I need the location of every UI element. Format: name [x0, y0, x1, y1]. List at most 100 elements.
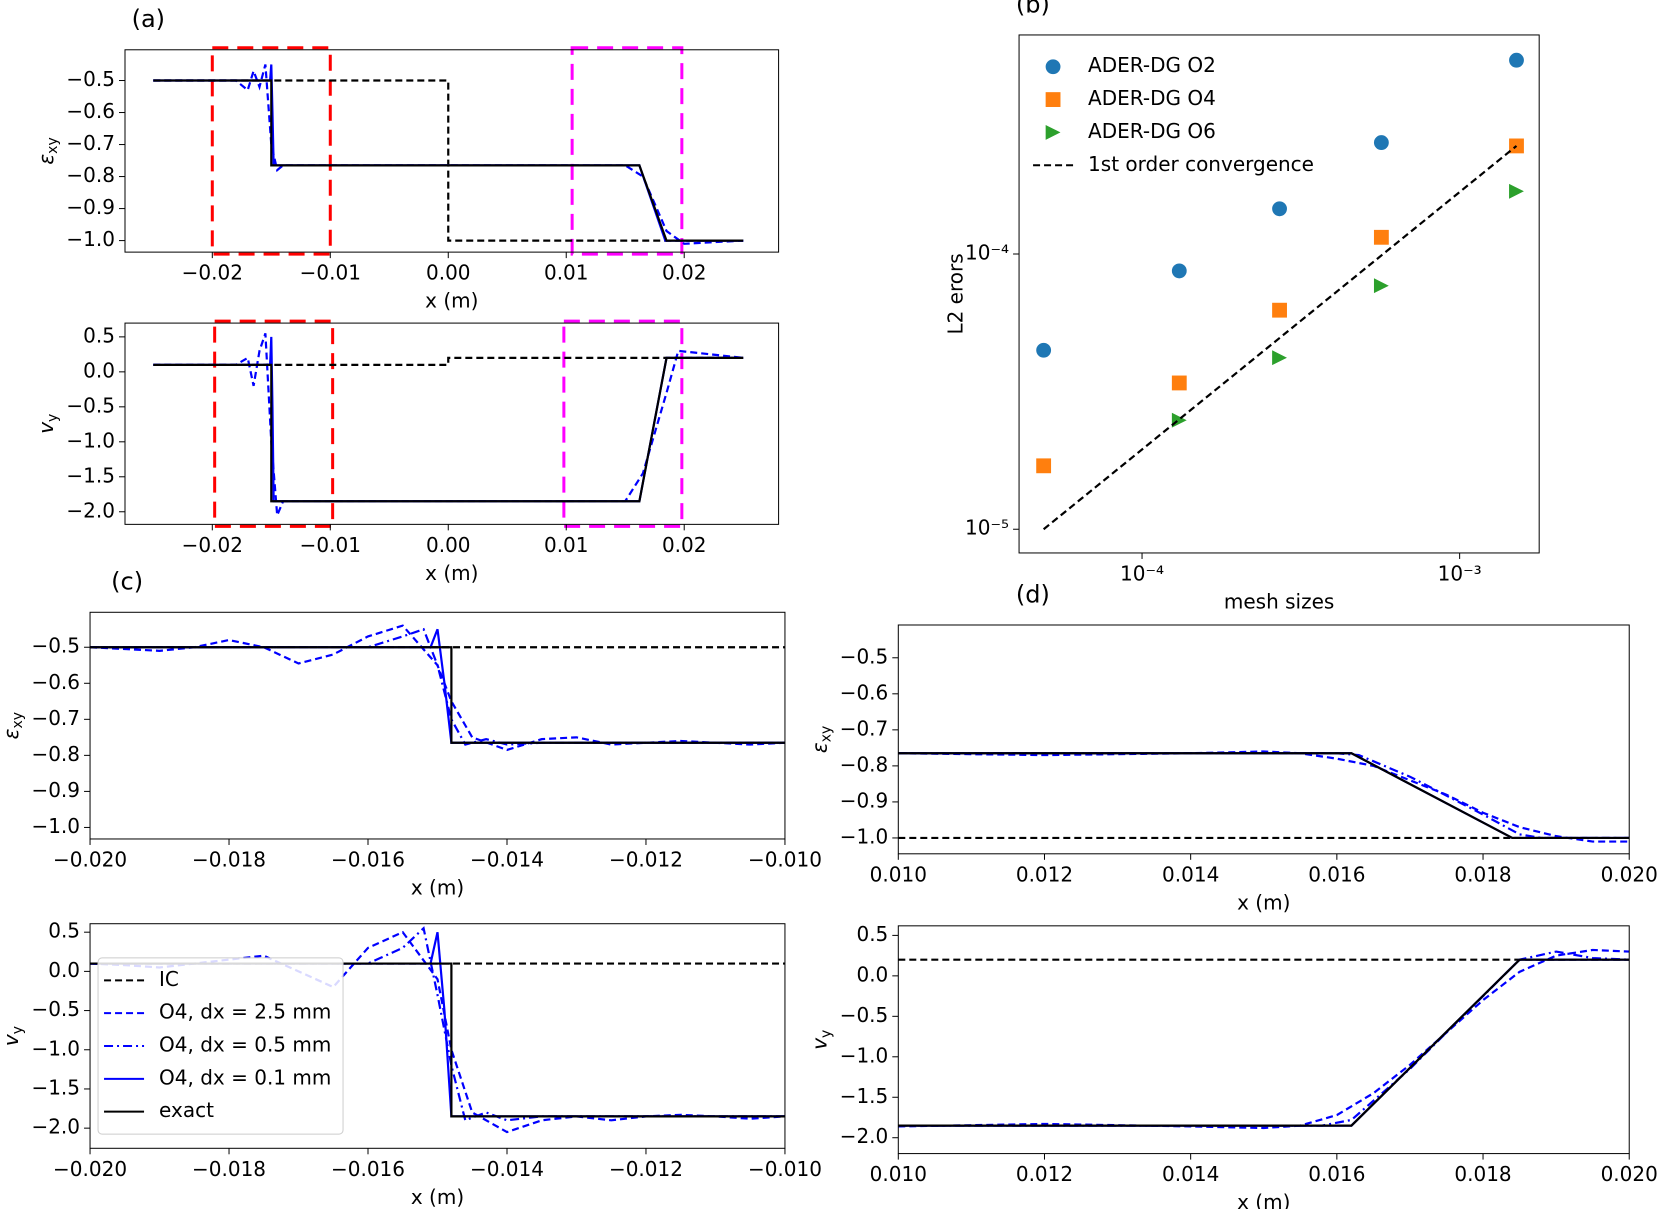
plot-area	[898, 750, 1630, 843]
y-tick-label: 0.0	[48, 958, 80, 982]
x-axis-label: x (m)	[1237, 1190, 1290, 1209]
y-label-sub: y	[818, 1030, 834, 1038]
y-tick-label: 0.5	[83, 323, 115, 347]
legend-label: O4, dx = 0.1 mm	[159, 1065, 331, 1089]
line	[153, 79, 744, 242]
legend-box	[97, 957, 344, 1135]
legend-label: 1st order convergence	[1088, 152, 1314, 176]
plot-area	[898, 948, 1630, 1130]
line	[898, 752, 1630, 840]
line	[898, 950, 1630, 1127]
line	[153, 64, 744, 245]
axes-frame	[1018, 34, 1540, 554]
legend-label: IC	[159, 967, 179, 991]
panel-label: (a)	[132, 5, 165, 33]
x-tick-label: 10⁻⁴	[1120, 561, 1164, 585]
y-label-base: v	[807, 1037, 831, 1050]
y-tick-label: −1.0	[31, 1036, 80, 1060]
x-tick-label: 0.014	[1162, 1162, 1219, 1186]
legend-label: ADER-DG O2	[1088, 53, 1216, 77]
y-axis-label: L2 erors	[944, 253, 968, 334]
line	[898, 752, 1630, 840]
plot-area	[153, 333, 744, 516]
y-tick-label: −1.5	[66, 463, 115, 487]
point	[1036, 458, 1052, 474]
x-tick-label: 0.01	[544, 261, 589, 285]
y-tick-label: −0.9	[66, 195, 115, 219]
x-tick-label: −0.014	[470, 1157, 544, 1181]
x-tick-label: −0.018	[192, 1157, 266, 1181]
line	[898, 948, 1630, 1130]
y-tick-label: 10⁻⁵	[965, 516, 1009, 540]
point	[1272, 302, 1287, 318]
x-tick-label: −0.01	[300, 261, 361, 285]
y-tick-label: −1.0	[31, 814, 80, 838]
highlight-box	[570, 46, 684, 256]
y-tick-label: −0.6	[840, 680, 889, 704]
legend-marker	[1045, 124, 1061, 140]
point	[1373, 229, 1389, 245]
line	[90, 624, 785, 752]
x-tick-label: −0.01	[300, 533, 361, 557]
y-label-sub: xy	[818, 726, 834, 743]
x-tick-label: 0.014	[1162, 862, 1219, 886]
legend-label: exact	[159, 1098, 214, 1122]
x-tick-label: −0.02	[182, 261, 243, 285]
y-label-base: ε	[33, 154, 57, 165]
line	[90, 627, 785, 746]
y-axis-label: εxy	[0, 712, 26, 739]
line	[153, 79, 744, 242]
line	[90, 926, 785, 1122]
point	[1509, 183, 1524, 199]
y-tick-label: −0.8	[66, 163, 115, 187]
y-tick-label: −0.8	[840, 752, 889, 776]
y-label-sub: y	[10, 1026, 26, 1034]
point	[1509, 52, 1524, 68]
y-tick-label: −1.5	[31, 1075, 80, 1099]
y-tick-label: 0.5	[48, 919, 80, 943]
line	[90, 646, 785, 744]
y-tick-label: 0.5	[856, 922, 888, 946]
line	[153, 356, 744, 366]
axes-frame	[124, 322, 780, 525]
x-tick-label: 0.016	[1308, 1162, 1365, 1186]
x-tick-label: −0.018	[192, 847, 266, 871]
x-tick-label: −0.016	[331, 847, 405, 871]
y-tick-label: −0.7	[840, 716, 889, 740]
point	[1171, 412, 1187, 428]
y-tick-label: −1.0	[840, 1043, 889, 1067]
x-tick-label: 0.020	[1601, 1162, 1658, 1186]
y-tick-label: −2.0	[31, 1115, 80, 1139]
x-tick-label: 0.020	[1601, 862, 1658, 886]
y-tick-label: −2.0	[66, 498, 115, 522]
y-tick-label: −0.5	[31, 634, 80, 658]
x-tick-label: 0.016	[1308, 862, 1365, 886]
point	[1171, 263, 1187, 279]
y-tick-label: −0.9	[840, 788, 889, 812]
x-tick-label: 0.01	[544, 533, 589, 557]
plot-area	[153, 64, 744, 245]
point	[1036, 342, 1052, 358]
x-tick-label: −0.02	[182, 533, 243, 557]
x-tick-label: −0.010	[748, 847, 822, 871]
x-axis-label: x (m)	[425, 289, 478, 313]
x-tick-label: 0.018	[1454, 1162, 1511, 1186]
y-tick-label: −0.6	[31, 670, 80, 694]
x-axis-label: mesh sizes	[1224, 589, 1334, 613]
line	[898, 958, 1630, 1127]
x-tick-label: 10⁻³	[1438, 561, 1482, 585]
x-tick-label: 0.00	[426, 261, 471, 285]
y-tick-label: −2.0	[840, 1124, 889, 1148]
y-axis-label: vy	[807, 1030, 835, 1050]
y-label-base: ε	[807, 742, 831, 753]
x-tick-label: −0.020	[53, 1157, 127, 1181]
y-axis-label: vy	[0, 1026, 26, 1046]
highlight-box	[562, 319, 684, 528]
y-axis-label: εxy	[807, 726, 835, 753]
x-axis-label: x (m)	[411, 875, 464, 899]
x-tick-label: −0.012	[609, 847, 683, 871]
highlight-box	[213, 319, 335, 528]
point	[1373, 278, 1389, 294]
x-tick-label: −0.020	[53, 847, 127, 871]
